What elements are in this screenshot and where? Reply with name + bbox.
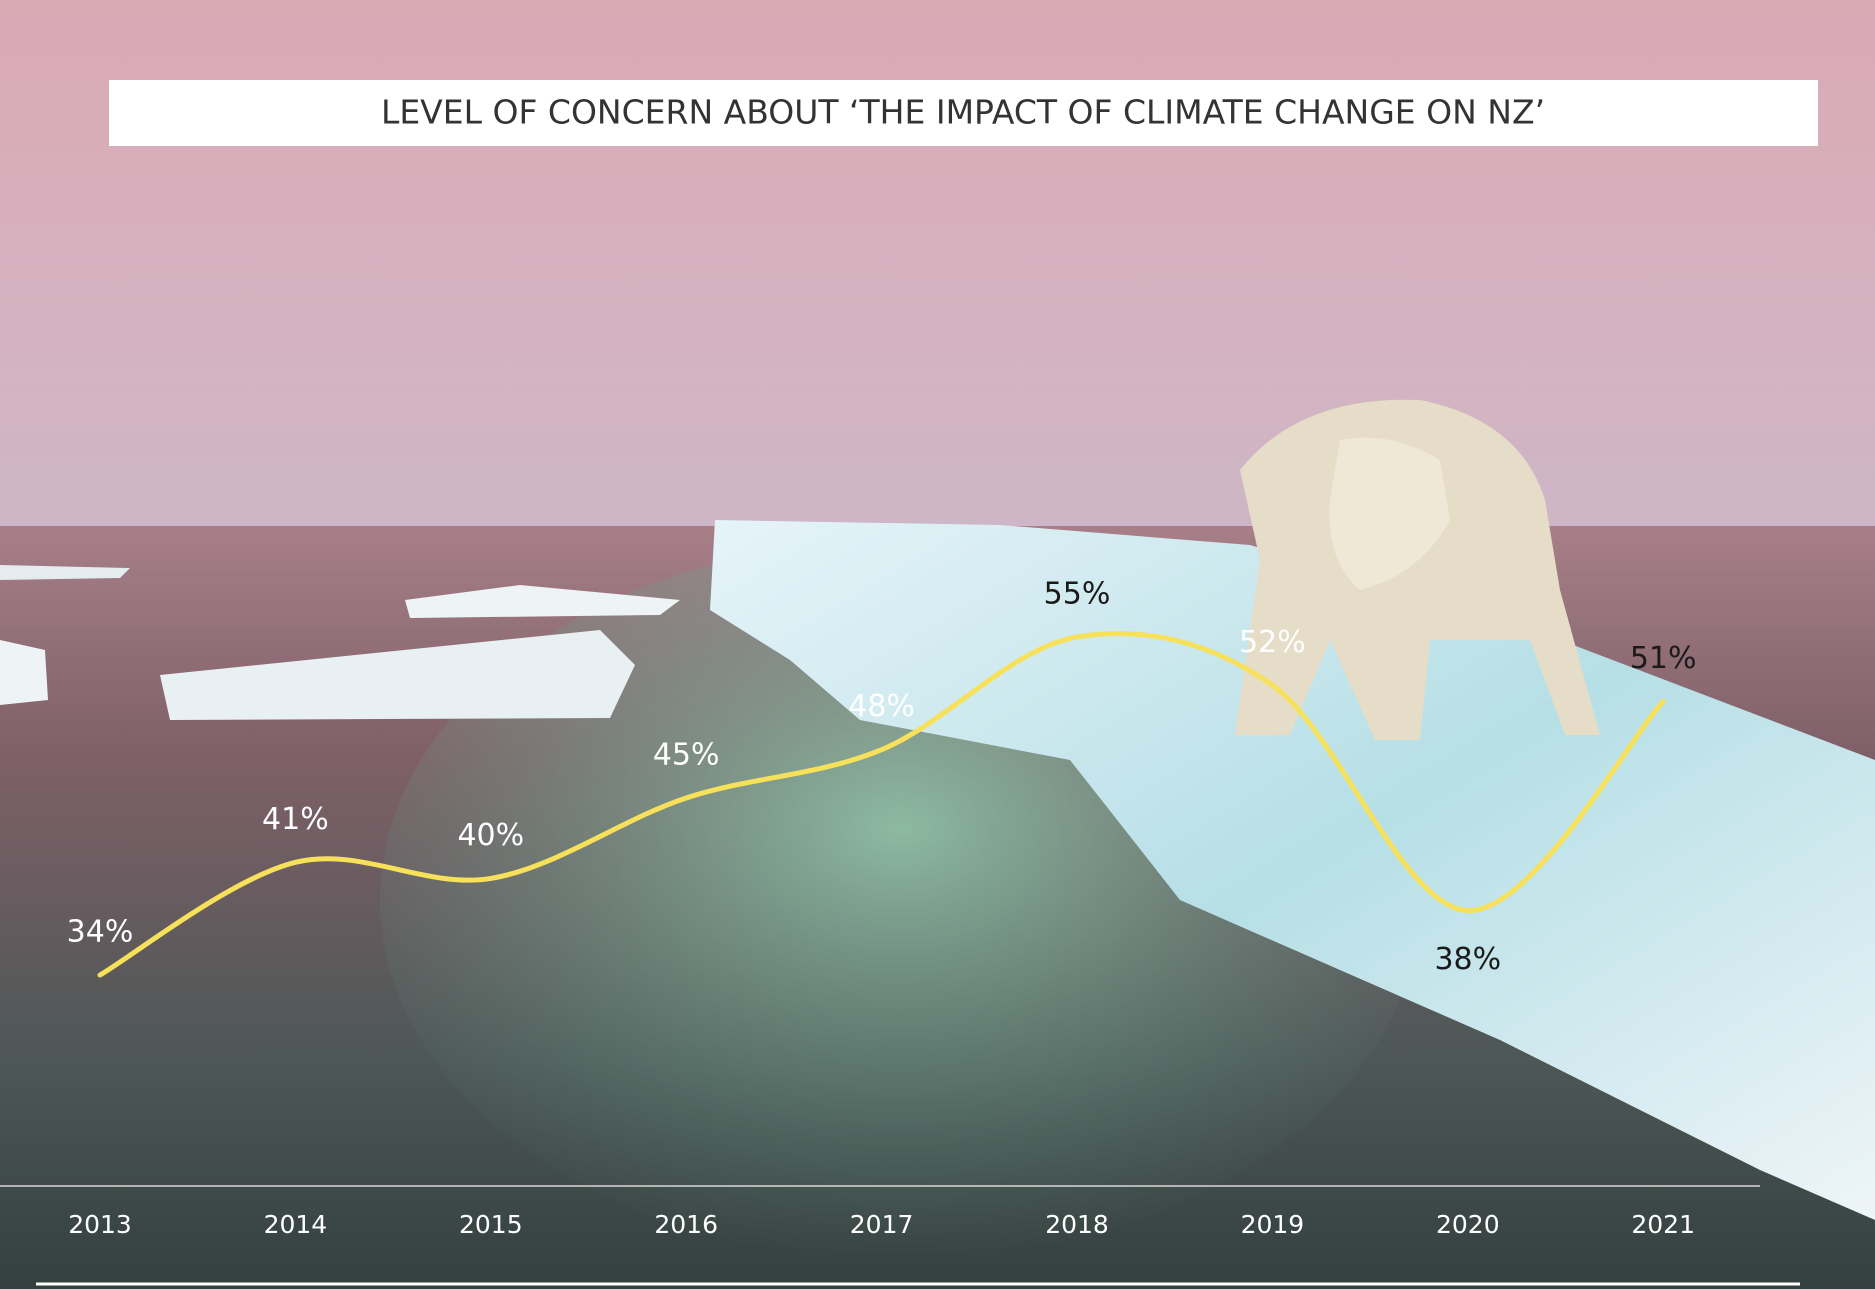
- sky: [0, 0, 1875, 530]
- title-box: [109, 80, 1818, 146]
- ice-floe: [0, 640, 48, 705]
- chart-title: LEVEL OF CONCERN ABOUT ‘THE IMPACT OF CL…: [381, 93, 1545, 132]
- data-label: 41%: [262, 802, 329, 837]
- x-tick-label: 2018: [1045, 1210, 1109, 1239]
- data-label: 48%: [848, 689, 915, 724]
- x-tick-label: 2015: [459, 1210, 523, 1239]
- line-series: [97, 631, 1666, 978]
- data-label: 38%: [1434, 942, 1501, 977]
- data-label: 34%: [67, 915, 134, 950]
- x-tick-label: 2021: [1631, 1210, 1695, 1239]
- x-tick-label: 2013: [68, 1210, 132, 1239]
- polar-bear: [1235, 399, 1600, 740]
- x-tick-label: 2017: [850, 1210, 914, 1239]
- data-label: 40%: [457, 818, 524, 853]
- x-tick-label: 2014: [264, 1210, 328, 1239]
- x-tick-label: 2020: [1436, 1210, 1500, 1239]
- data-label: 55%: [1044, 577, 1111, 612]
- ice-floe: [160, 630, 635, 720]
- data-label: 45%: [653, 737, 720, 772]
- x-tick-label: 2019: [1241, 1210, 1305, 1239]
- data-label: 52%: [1239, 625, 1306, 660]
- bear-head: [1329, 437, 1450, 590]
- data-label: 51%: [1630, 641, 1697, 676]
- ice-floe: [0, 565, 130, 580]
- ice-floe: [405, 585, 680, 618]
- x-tick-label: 2016: [654, 1210, 718, 1239]
